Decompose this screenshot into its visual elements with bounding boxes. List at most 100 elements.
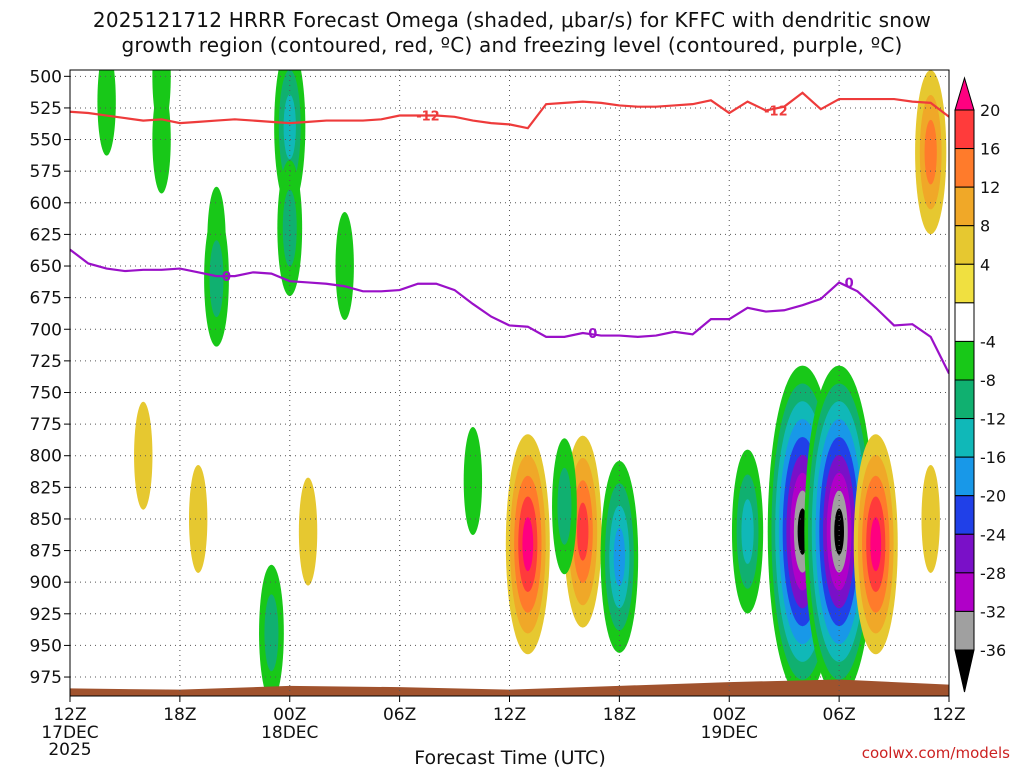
- colorbar-top-arrow: [954, 76, 975, 111]
- colorbar-label: -16: [980, 448, 1006, 467]
- x-tick-label: 00Z: [273, 705, 306, 725]
- colorbar-label: -12: [980, 410, 1006, 429]
- x-tick-label: 06Z: [383, 705, 416, 725]
- y-tick-label: 675: [30, 289, 62, 309]
- omega-cell: [804, 365, 874, 696]
- omega-contour-fill: [924, 119, 937, 185]
- colorbar-label: -36: [980, 641, 1006, 660]
- y-tick-label: 800: [30, 447, 62, 467]
- omega-contour-fill: [870, 517, 882, 572]
- omega-cell: [152, 85, 171, 194]
- contour-label: -12: [416, 110, 440, 125]
- omega-contour-fill: [741, 499, 754, 564]
- colorbar-swatch: [954, 109, 975, 150]
- freezing-level-contour: [70, 248, 949, 375]
- x-tick-label: 12Z: [493, 705, 526, 725]
- omega-cell: [853, 434, 898, 655]
- omega-contour-fill: [298, 477, 318, 586]
- y-tick-label: 900: [30, 573, 62, 593]
- y-tick-label: 750: [30, 383, 62, 403]
- y-axis: 500 525 550 575 600 625 650 675 700 725 750 775 800 8…: [30, 67, 70, 688]
- y-tick-label: 550: [30, 131, 62, 151]
- y-tick-label: 625: [30, 225, 62, 245]
- omega-cell: [505, 434, 550, 655]
- omega-cell: [731, 449, 764, 614]
- omega-contour-fill: [522, 517, 534, 572]
- omega-contour-fill: [335, 212, 354, 321]
- omega-cell: [259, 564, 284, 696]
- contour-label: -12: [764, 104, 788, 119]
- colorbar-swatch: [954, 379, 975, 420]
- omega-cell: [134, 401, 153, 510]
- y-tick-label: 825: [30, 478, 62, 498]
- omega-cell: [600, 460, 639, 653]
- y-tick-label: 525: [30, 99, 62, 119]
- omega-cell: [298, 477, 318, 586]
- colorbar-swatch: [954, 418, 975, 458]
- omega-contour-fill: [188, 464, 208, 573]
- colorbar-swatch: [954, 495, 975, 535]
- contour-label: 0: [845, 276, 854, 291]
- x-tick-year: 2025: [48, 740, 91, 760]
- chart-title-line-2: growth region (contoured, red, ºC) and f…: [121, 33, 903, 57]
- omega-contour-fill: [463, 427, 483, 536]
- colorbar-label: -32: [980, 602, 1006, 621]
- omega-shading: [70, 70, 949, 696]
- omega-contour-fill: [264, 594, 279, 672]
- omega-cell: [552, 438, 577, 575]
- colorbar-swatch: [954, 148, 975, 188]
- colorbar-swatch: [954, 302, 975, 342]
- omega-contour-fill: [613, 527, 626, 586]
- y-tick-label: 775: [30, 415, 62, 435]
- y-tick-label: 700: [30, 320, 62, 340]
- colorbar-label: -4: [980, 332, 996, 351]
- y-tick-label: 600: [30, 194, 62, 214]
- y-tick-label: 575: [30, 162, 62, 182]
- y-tick-label: 850: [30, 510, 62, 530]
- omega-contour-fill: [834, 508, 844, 555]
- omega-contour-fill: [97, 70, 116, 156]
- y-tick-label: 950: [30, 636, 62, 656]
- x-axis-label: Forecast Time (UTC): [414, 747, 605, 768]
- x-tick-label: 12Z: [53, 705, 86, 725]
- omega-cell: [335, 212, 354, 321]
- terrain-fill: [70, 679, 949, 696]
- dendritic-growth-contour: [70, 91, 949, 130]
- contour-label: 0: [588, 327, 597, 342]
- omega-cell: [915, 70, 947, 235]
- colorbar-swatch: [954, 533, 975, 574]
- x-tick-label: 00Z: [713, 705, 746, 725]
- omega-cell: [188, 464, 208, 573]
- colorbar-label: 20: [980, 101, 1000, 120]
- omega-cell: [274, 70, 306, 209]
- colorbar-swatch: [954, 610, 975, 651]
- colorbar-swatch: [954, 263, 975, 304]
- omega-contour-fill: [557, 467, 572, 545]
- x-tick-label: 06Z: [822, 705, 855, 725]
- omega-contour-fill: [577, 502, 589, 561]
- omega-contour-fill: [283, 94, 296, 160]
- x-tick-label: 12Z: [932, 705, 965, 725]
- colorbar-label: 16: [980, 140, 1000, 159]
- colorbar-label: 12: [980, 178, 1000, 197]
- colorbar: 20 16 12 8 4 -4 -8 -12 -16 -20 -24 -28 -32 -36: [954, 76, 1006, 693]
- colorbar-swatch: [954, 572, 975, 612]
- colorbar-label: -8: [980, 371, 996, 390]
- colorbar-swatch: [954, 186, 975, 227]
- omega-contour-fill: [282, 189, 297, 267]
- colorbar-bottom-arrow: [954, 649, 975, 693]
- x-tick-label: 18Z: [163, 705, 196, 725]
- y-tick-label: 975: [30, 668, 62, 688]
- omega-contour-fill: [134, 401, 153, 510]
- colorbar-swatch: [954, 225, 975, 265]
- colorbar-label: -28: [980, 564, 1006, 583]
- colorbar-swatch: [954, 456, 975, 497]
- colorbar-swatch: [954, 340, 975, 381]
- omega-cell: [463, 427, 483, 536]
- source-credit[interactable]: coolwx.com/models: [861, 744, 1010, 762]
- y-tick-label: 875: [30, 542, 62, 562]
- colorbar-label: -24: [980, 525, 1006, 544]
- colorbar-label: 4: [980, 255, 990, 274]
